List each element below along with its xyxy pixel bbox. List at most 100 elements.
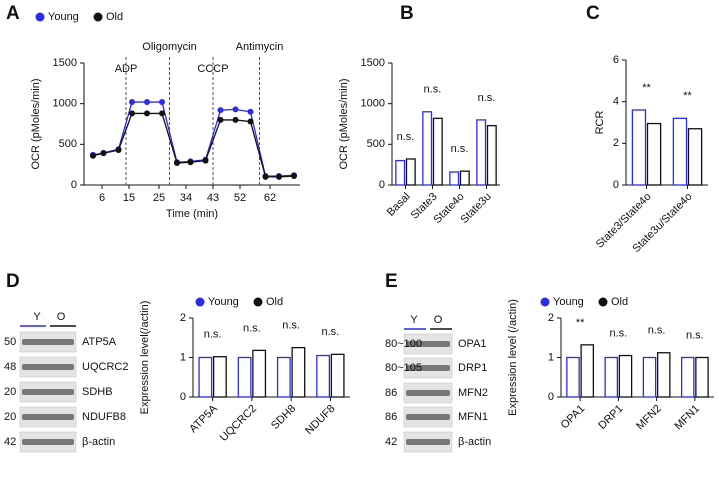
blot-protein: SDHB — [82, 386, 113, 398]
bar — [405, 158, 416, 186]
blot-band — [406, 341, 450, 347]
blot-protein: MFN2 — [458, 387, 488, 399]
significance-label: n.s. — [322, 326, 340, 338]
y-axis-title: Expression level (/actin) — [507, 299, 519, 416]
blot-size: 48 — [4, 361, 16, 373]
y-tick-label: 0 — [379, 179, 385, 191]
legend-marker — [598, 297, 608, 307]
y-tick-label: 2 — [548, 312, 554, 324]
data-point — [262, 173, 269, 180]
y-tick-label: 0 — [613, 179, 619, 191]
y-tick-label: 1000 — [53, 98, 77, 110]
legend-label: Old — [266, 296, 283, 308]
x-tick-label: MFN1 — [672, 403, 702, 433]
blot-size: 86 — [385, 411, 397, 423]
data-point — [217, 107, 224, 114]
data-point — [115, 147, 122, 154]
blot-protein: NDUFB8 — [82, 411, 126, 423]
data-point — [232, 116, 239, 123]
blot-protein: MFN1 — [458, 411, 488, 423]
bar — [449, 171, 460, 186]
bar — [642, 356, 657, 398]
y-tick-label: 1000 — [361, 98, 385, 110]
legend-marker — [195, 297, 205, 307]
blot-protein: β-actin — [82, 436, 115, 448]
legend-marker — [540, 297, 550, 307]
lane-label: O — [434, 314, 443, 326]
legend-label: Young — [553, 296, 584, 308]
blot-size: 42 — [4, 436, 16, 448]
blot-protein: UQCRC2 — [82, 361, 128, 373]
significance-label: n.s. — [610, 327, 628, 339]
bar — [695, 356, 709, 398]
blot-size: 50 — [4, 336, 16, 348]
blot-band — [406, 365, 450, 371]
y-tick-label: 1500 — [361, 57, 385, 69]
blot-size: 80~105 — [385, 362, 422, 374]
significance-label: n.s. — [686, 329, 704, 341]
blot-size: 80~100 — [385, 338, 422, 350]
x-tick-label: UQCRC2 — [218, 403, 259, 444]
data-point — [291, 173, 297, 180]
data-point — [187, 159, 194, 166]
x-tick-label: 62 — [264, 192, 276, 204]
lane-label: Y — [410, 314, 418, 326]
y-tick-label: 1 — [548, 351, 554, 363]
blot-band — [22, 439, 74, 445]
bar — [198, 356, 213, 398]
significance-label: ** — [642, 82, 651, 94]
panel-letter: B — [400, 3, 414, 24]
lane-label: O — [57, 311, 66, 323]
blot-band — [406, 414, 450, 420]
data-point — [202, 157, 209, 164]
bar — [252, 349, 267, 398]
data-point — [247, 108, 254, 115]
panel-letter: E — [385, 271, 398, 292]
legend-label: Young — [208, 296, 239, 308]
data-point — [129, 99, 135, 106]
panel-letter: D — [6, 271, 20, 292]
bar — [432, 117, 443, 186]
y-tick-label: 500 — [59, 138, 77, 150]
blot-protein: ATP5A — [82, 336, 117, 348]
x-tick-label: MFN2 — [634, 403, 664, 433]
x-tick-label: 34 — [180, 192, 192, 204]
significance-label: n.s. — [424, 84, 442, 96]
blot-protein: DRP1 — [458, 362, 487, 374]
bar — [212, 356, 227, 398]
legend-label: Old — [611, 296, 628, 308]
x-tick-label: 52 — [234, 192, 246, 204]
bar — [687, 128, 703, 186]
blot-size: 20 — [4, 411, 16, 423]
lane-label: Y — [33, 311, 41, 323]
bar — [580, 344, 595, 398]
significance-label: n.s. — [478, 92, 496, 104]
y-tick-label: 1 — [180, 351, 186, 363]
y-tick-label: 2 — [180, 312, 186, 324]
blot-size: 20 — [4, 386, 16, 398]
data-point — [276, 173, 282, 180]
significance-label: n.s. — [204, 329, 222, 341]
significance-label: n.s. — [282, 320, 300, 332]
bar — [631, 109, 647, 186]
x-tick-label: 43 — [207, 192, 219, 204]
bar — [656, 352, 671, 398]
bar — [237, 356, 252, 398]
y-tick-label: 500 — [367, 138, 385, 150]
x-tick-label: Basal — [385, 191, 413, 219]
legend-marker — [35, 12, 45, 22]
event-label: Oligomycin — [142, 41, 196, 53]
bar — [604, 356, 619, 398]
blot-band — [22, 389, 74, 395]
data-point — [232, 106, 239, 113]
panel-letter: A — [6, 3, 20, 24]
x-tick-label: ATP5A — [187, 402, 220, 435]
x-tick-label: DRP1 — [596, 403, 625, 432]
data-point — [217, 116, 224, 123]
legend-marker — [93, 12, 103, 22]
bar — [276, 356, 291, 398]
legend-label: Young — [48, 11, 79, 23]
bar — [422, 111, 433, 186]
y-tick-label: 0 — [180, 391, 186, 403]
